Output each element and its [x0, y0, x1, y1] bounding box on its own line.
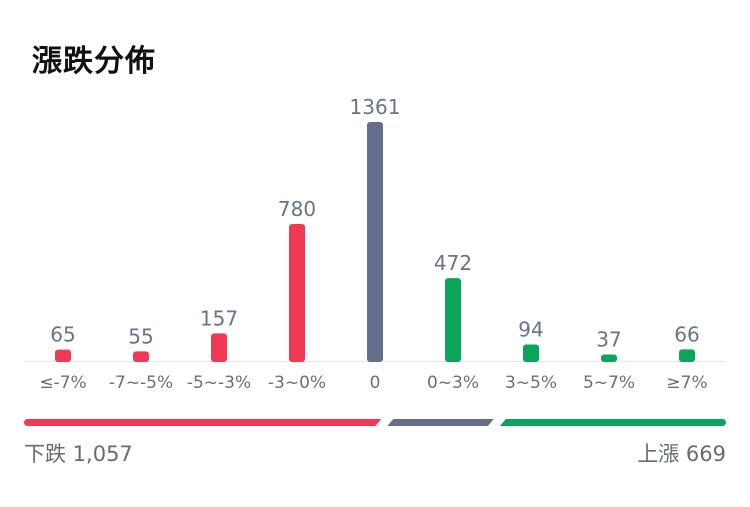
- flat-ratio-bar: [387, 419, 494, 426]
- data-label: 94: [518, 317, 543, 341]
- bar: [523, 344, 539, 362]
- bar: [445, 278, 461, 362]
- down-total-label: 下跌 1,057: [24, 442, 133, 466]
- bar: [133, 351, 149, 362]
- x-tick-label: ≥7%: [666, 373, 707, 393]
- bar: [601, 354, 617, 362]
- x-tick-label: -7~-5%: [109, 373, 173, 393]
- data-label: 66: [674, 322, 699, 346]
- up-ratio-bar: [499, 419, 723, 426]
- bar: [55, 349, 71, 362]
- data-label: 472: [434, 251, 472, 275]
- data-label: 55: [128, 324, 153, 348]
- bar: [367, 122, 383, 362]
- chart-title: 漲跌分佈: [32, 44, 156, 79]
- up-total-label: 上漲 669: [637, 442, 726, 466]
- x-tick-label: 0: [370, 373, 381, 393]
- x-tick-label: 0~3%: [427, 373, 479, 393]
- x-tick-label: -3~0%: [268, 373, 326, 393]
- bar: [211, 333, 227, 362]
- bar: [289, 224, 305, 362]
- data-label: 65: [50, 323, 75, 347]
- x-tick-label: 5~7%: [583, 373, 635, 393]
- data-label: 157: [200, 306, 238, 330]
- x-tick-label: ≤-7%: [39, 373, 86, 393]
- data-label: 780: [278, 197, 316, 221]
- data-label: 37: [596, 328, 621, 352]
- data-label: 1361: [350, 95, 401, 119]
- down-ratio-bar: [27, 419, 382, 426]
- bar: [679, 349, 695, 362]
- x-tick-label: -5~-3%: [187, 373, 251, 393]
- x-tick-label: 3~5%: [505, 373, 557, 393]
